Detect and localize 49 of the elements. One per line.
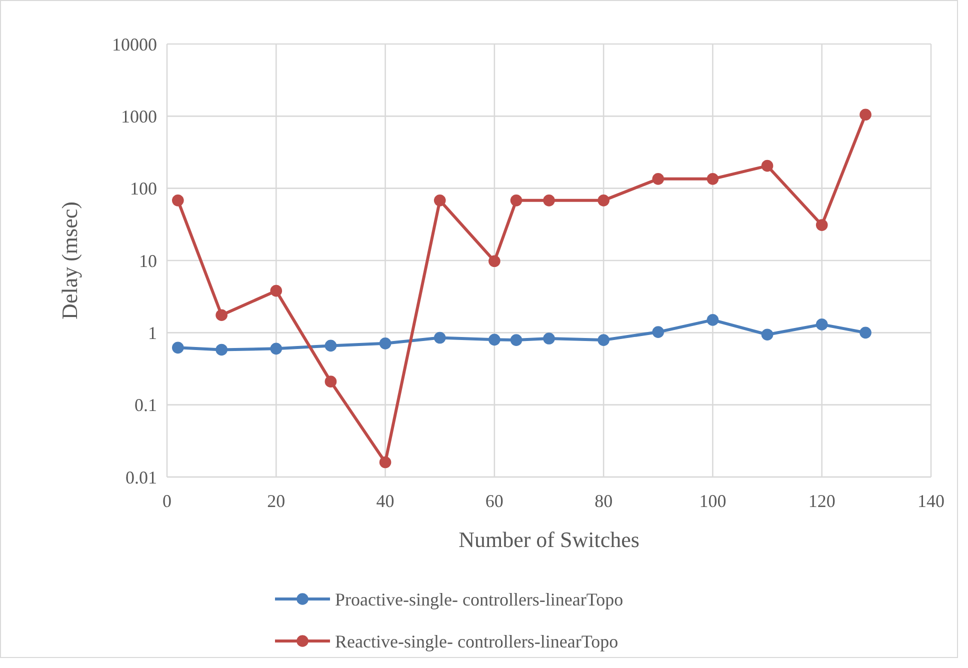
point [172, 194, 184, 206]
x-tick-label: 0 [162, 491, 172, 511]
point [598, 194, 610, 206]
y-tick-label: 1000 [121, 106, 157, 126]
point [652, 173, 664, 185]
point [816, 318, 828, 330]
point [488, 334, 500, 346]
point [379, 456, 392, 468]
point [379, 337, 392, 350]
point [216, 309, 228, 322]
y-tick-label: 1 [148, 322, 157, 343]
point [434, 194, 446, 206]
point [270, 284, 282, 297]
point [324, 340, 337, 352]
point [324, 376, 337, 388]
y-tick-label: 10 [139, 250, 157, 271]
point [434, 332, 446, 344]
x-tick-label: 40 [376, 491, 394, 511]
point [510, 334, 522, 346]
point [860, 326, 872, 339]
y-axis-title: Delay (msec) [57, 202, 82, 320]
point [488, 255, 500, 268]
x-tick-label: 20 [267, 491, 286, 511]
y-tick-label: 0.01 [126, 467, 157, 488]
legend-label: Proactive-single- controllers-linearTopo [335, 589, 624, 610]
x-tick-label: 60 [485, 491, 504, 511]
x-tick-label: 140 [918, 491, 944, 511]
point [761, 160, 774, 172]
x-tick-label: 120 [808, 491, 836, 511]
point [706, 173, 719, 185]
point [270, 342, 282, 355]
point [216, 344, 228, 356]
x-axis-title: Number of Switches [458, 527, 640, 552]
point [706, 314, 719, 326]
point [172, 342, 184, 354]
point [860, 108, 872, 121]
point [510, 194, 522, 206]
y-tick-label: 10000 [112, 34, 157, 54]
x-tick-label: 80 [594, 491, 613, 511]
y-tick-label: 100 [130, 178, 157, 199]
point [652, 326, 664, 338]
point [543, 332, 555, 344]
point [761, 328, 774, 341]
point [598, 334, 610, 346]
x-tick-label: 100 [699, 491, 726, 511]
y-tick-label: 0.1 [134, 395, 157, 416]
point [543, 194, 555, 206]
point [816, 219, 828, 231]
legend-label: Reactive-single- controllers-linearTopo [335, 631, 618, 652]
